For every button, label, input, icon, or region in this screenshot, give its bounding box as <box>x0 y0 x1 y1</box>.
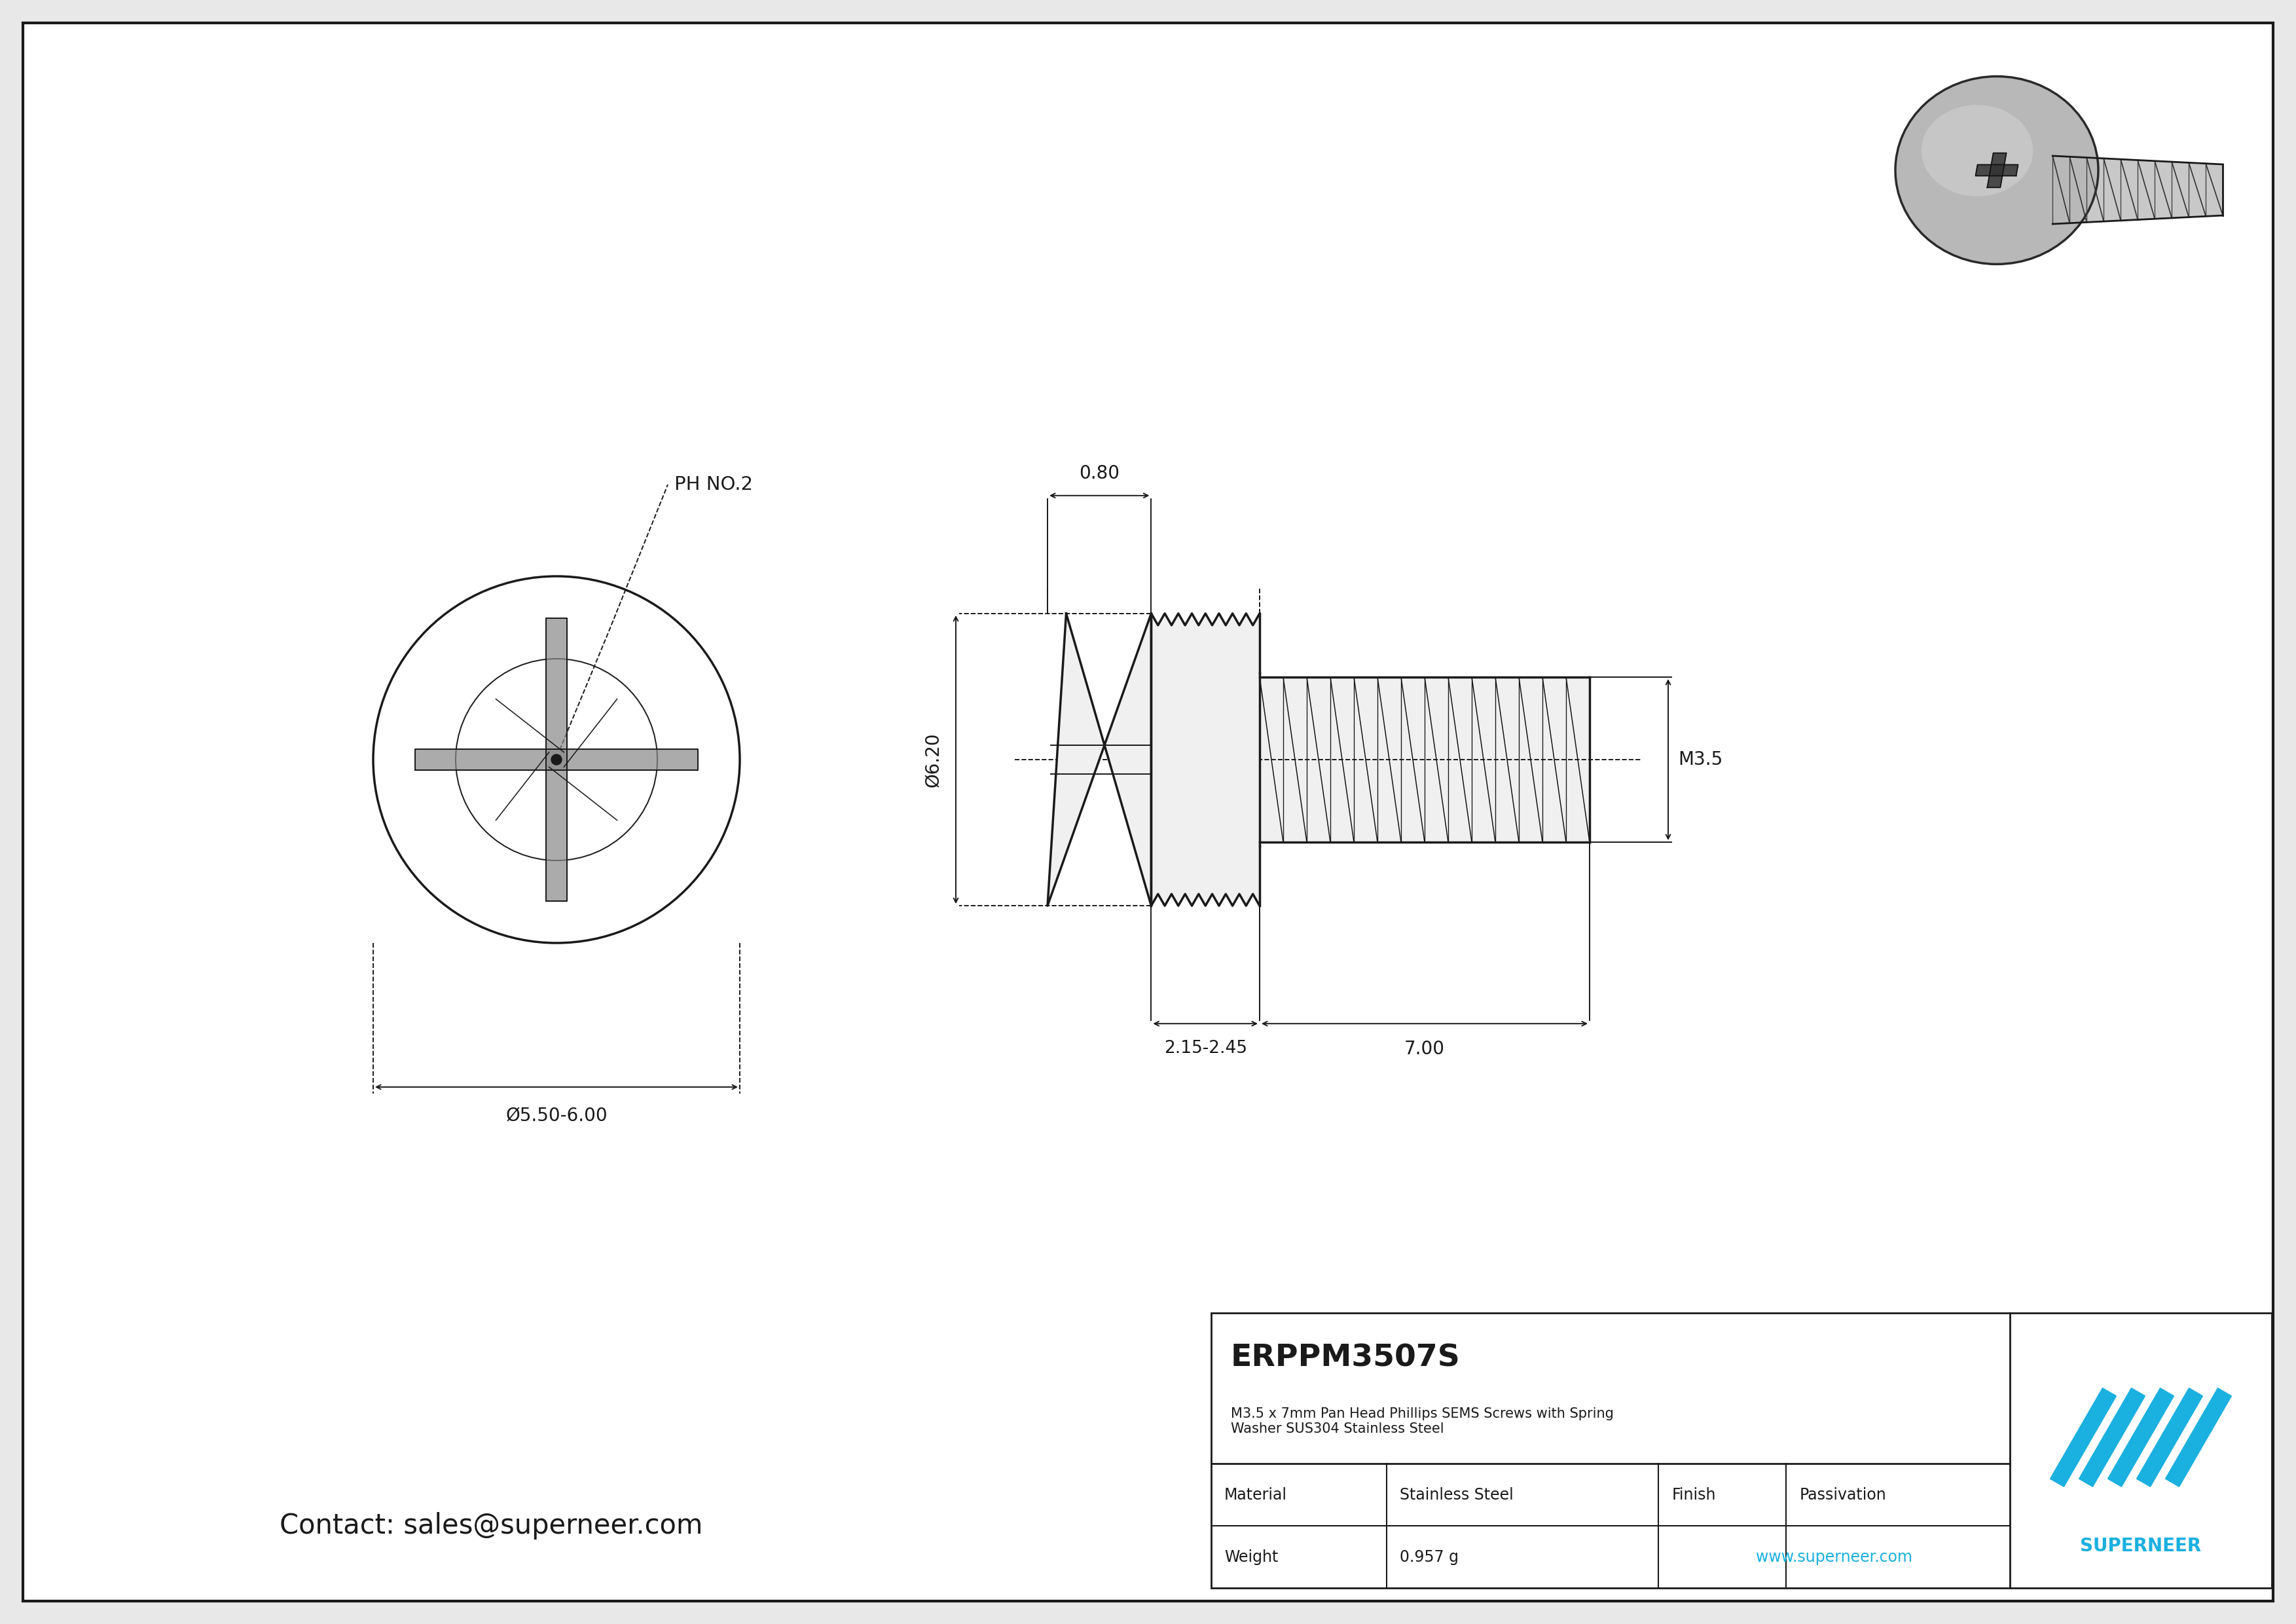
Text: M3.5 x 7mm Pan Head Phillips SEMS Screws with Spring
Washer SUS304 Stainless Ste: M3.5 x 7mm Pan Head Phillips SEMS Screws… <box>1231 1408 1614 1436</box>
Text: Ø6.20: Ø6.20 <box>925 732 944 788</box>
Polygon shape <box>1975 164 2018 175</box>
Text: 0.80: 0.80 <box>1079 464 1120 482</box>
Polygon shape <box>546 619 567 901</box>
Polygon shape <box>416 749 698 770</box>
Text: Passivation: Passivation <box>1800 1488 1887 1502</box>
Polygon shape <box>1988 153 2007 187</box>
Text: Stainless Steel: Stainless Steel <box>1401 1488 1513 1502</box>
Text: SUPERNEER: SUPERNEER <box>2080 1536 2202 1556</box>
Polygon shape <box>2078 1389 2144 1486</box>
Ellipse shape <box>1922 106 2032 197</box>
Text: PH NO.2: PH NO.2 <box>675 476 753 494</box>
Text: Contact: sales@superneer.com: Contact: sales@superneer.com <box>280 1512 703 1540</box>
Bar <box>1212 1312 2271 1588</box>
Ellipse shape <box>1894 76 2099 265</box>
Polygon shape <box>1261 677 1589 843</box>
Polygon shape <box>1150 614 1261 906</box>
Polygon shape <box>2108 1389 2174 1486</box>
Text: M3.5: M3.5 <box>1678 750 1722 768</box>
Polygon shape <box>2138 1389 2202 1486</box>
Text: Material: Material <box>1224 1488 1288 1502</box>
Text: Weight: Weight <box>1224 1549 1279 1566</box>
Polygon shape <box>2165 1389 2232 1486</box>
Text: Finish: Finish <box>1671 1488 1715 1502</box>
Circle shape <box>551 755 563 765</box>
Polygon shape <box>2053 156 2223 224</box>
Text: 0.957 g: 0.957 g <box>1401 1549 1458 1566</box>
Polygon shape <box>2050 1389 2117 1486</box>
Polygon shape <box>1047 614 1150 906</box>
Ellipse shape <box>1931 161 2082 206</box>
Text: 2.15-2.45: 2.15-2.45 <box>1164 1039 1247 1057</box>
Text: ERPPM3507S: ERPPM3507S <box>1231 1343 1460 1372</box>
Text: Ø5.50-6.00: Ø5.50-6.00 <box>505 1106 608 1125</box>
Text: www.superneer.com: www.superneer.com <box>1756 1549 1913 1566</box>
Text: 7.00: 7.00 <box>1405 1039 1444 1059</box>
